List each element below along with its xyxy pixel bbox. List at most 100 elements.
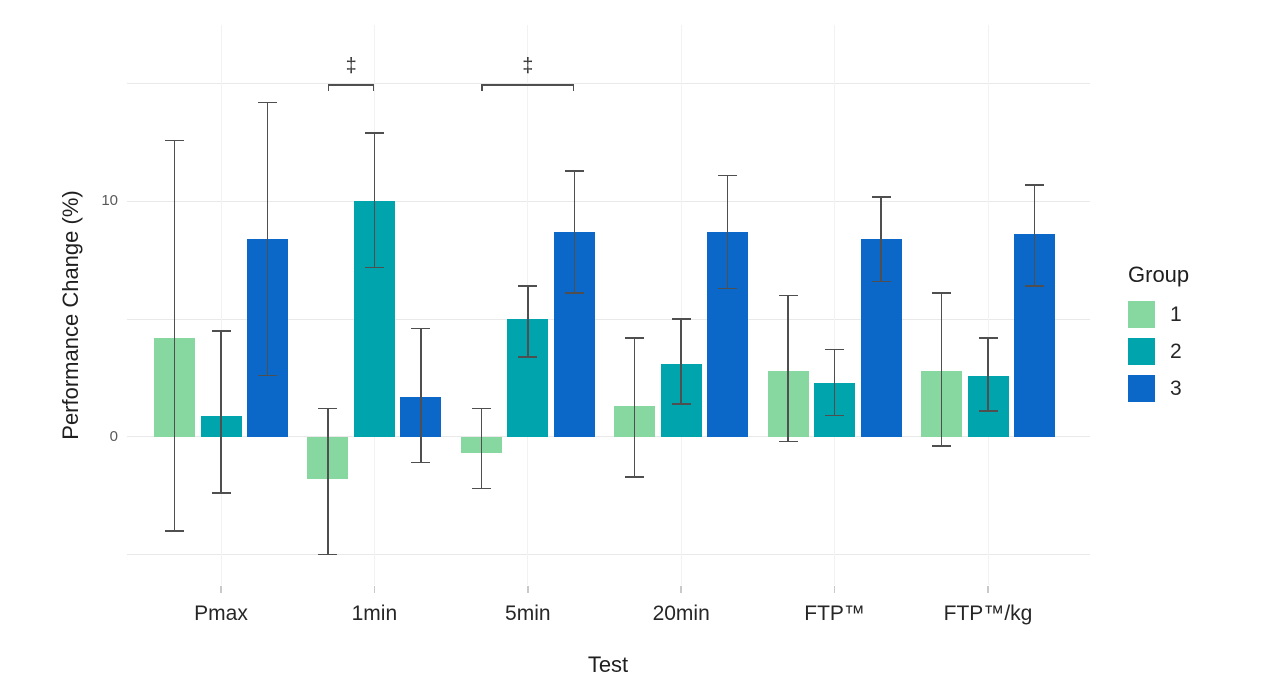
- error-bar-line-group2-cat5: [833, 349, 836, 416]
- error-bar-cap-top-group2-cat5: [825, 348, 845, 351]
- error-bar-cap-bottom-group3-cat1: [258, 374, 277, 377]
- error-bar-cap-bottom-group1-cat5: [778, 440, 798, 443]
- significance-bracket-2-left-end: [481, 84, 483, 91]
- error-bar-cap-bottom-group2-cat2: [364, 266, 384, 269]
- error-bar-cap-bottom-group1-cat1: [165, 530, 184, 532]
- x-tick-mark-5: [833, 586, 836, 593]
- legend-item-group-1: 1: [1128, 301, 1264, 328]
- error-bar-cap-top-group1-cat2: [318, 407, 338, 410]
- legend-item-label-group-2: 2: [1170, 339, 1182, 363]
- gridline-x-5: [834, 25, 836, 585]
- error-bar-cap-bottom-group3-cat5: [871, 280, 891, 283]
- error-bar-cap-bottom-group1-cat4: [625, 476, 645, 478]
- error-bar-line-group2-cat6: [987, 337, 989, 411]
- significance-label-2: ‡: [522, 55, 534, 77]
- error-bar-cap-bottom-group3-cat2: [411, 461, 431, 464]
- x-tick-mark-2: [373, 586, 376, 593]
- gridline-y-10: [127, 200, 1090, 202]
- legend-items: 1 2 3: [1128, 301, 1264, 402]
- gridline-y--5: [127, 553, 1090, 555]
- error-bar-cap-bottom-group2-cat1: [211, 492, 231, 494]
- error-bar-line-group3-cat3: [573, 170, 576, 294]
- error-bar-cap-top-group3-cat1: [258, 101, 277, 104]
- error-bar-cap-bottom-group3-cat4: [718, 287, 738, 290]
- gridline-y-0: [127, 436, 1090, 438]
- gridline-x-1: [220, 25, 222, 585]
- error-bar-line-group1-cat5: [787, 295, 789, 442]
- x-tick-mark-6: [987, 586, 989, 593]
- error-bar-cap-bottom-group1-cat3: [471, 487, 491, 490]
- error-bar-line-group2-cat2: [373, 133, 376, 268]
- significance-bracket-2-right-end: [572, 84, 575, 91]
- error-bar-cap-top-group2-cat3: [518, 285, 538, 287]
- error-bar-cap-top-group2-cat6: [978, 337, 998, 339]
- error-bar-cap-top-group2-cat2: [364, 132, 384, 134]
- gridline-y-15: [127, 83, 1090, 85]
- legend-item-label-group-1: 1: [1170, 302, 1182, 326]
- y-tick-label-10: 10: [101, 192, 118, 210]
- error-bar-line-group3-cat5: [880, 196, 882, 282]
- legend-title: Group: [1128, 262, 1190, 287]
- error-bar-line-group3-cat1: [266, 102, 269, 376]
- legend-item-group-3: 3: [1128, 375, 1264, 402]
- x-axis-title: Test: [587, 652, 629, 677]
- x-tick-label-2: 1min: [351, 602, 398, 625]
- error-bar-cap-top-group1-cat4: [625, 337, 645, 339]
- legend-swatch-group-1: [1128, 301, 1155, 328]
- legend-swatch-group-2: [1128, 338, 1155, 365]
- significance-bracket-1-left-end: [327, 84, 330, 91]
- error-bar-line-group1-cat2: [327, 408, 329, 555]
- y-tick-label-0: 0: [109, 427, 118, 445]
- error-bar-line-group3-cat4: [726, 175, 729, 289]
- legend-item-label-group-3: 3: [1170, 376, 1182, 400]
- error-bar-line-group1-cat4: [633, 337, 636, 477]
- error-bar-cap-top-group3-cat4: [718, 174, 738, 177]
- error-bar-cap-top-group2-cat1: [211, 330, 231, 332]
- gridline-x-6: [987, 25, 989, 585]
- gridline-y-5: [127, 318, 1090, 320]
- error-bar-cap-top-group3-cat2: [411, 327, 431, 330]
- gridline-x-4: [680, 25, 682, 585]
- x-tick-mark-3: [527, 586, 529, 593]
- error-bar-cap-bottom-group2-cat4: [671, 403, 691, 405]
- error-bar-cap-top-group2-cat4: [671, 318, 691, 320]
- error-bar-line-group1-cat1: [173, 140, 176, 531]
- error-bar-cap-top-group1-cat3: [471, 407, 491, 410]
- error-bar-cap-bottom-group3-cat6: [1025, 285, 1044, 287]
- error-bar-cap-bottom-group1-cat6: [932, 445, 951, 447]
- significance-label-1: ‡: [345, 55, 357, 77]
- significance-bracket-1-top: [327, 84, 375, 86]
- x-tick-label-6: FTP™/kg: [943, 602, 1033, 625]
- error-bar-cap-bottom-group2-cat6: [978, 410, 998, 412]
- error-bar-cap-top-group3-cat5: [871, 196, 891, 198]
- error-bar-line-group2-cat3: [527, 286, 529, 357]
- x-tick-label-1: Pmax: [194, 602, 248, 625]
- x-tick-label-5: FTP™: [804, 602, 865, 625]
- x-tick-mark-4: [680, 586, 682, 593]
- error-bar-line-group1-cat6: [940, 293, 943, 447]
- legend: Group 1 2 3: [1128, 262, 1264, 412]
- error-bar-line-group3-cat2: [420, 328, 422, 463]
- error-bar-cap-top-group1-cat1: [165, 139, 184, 142]
- error-bar-line-group2-cat4: [680, 319, 682, 404]
- error-bar-cap-top-group3-cat6: [1025, 184, 1044, 186]
- legend-swatch-group-3: [1128, 375, 1155, 402]
- x-tick-mark-1: [220, 586, 222, 593]
- error-bar-line-group1-cat3: [480, 408, 483, 489]
- error-bar-cap-top-group3-cat3: [564, 170, 584, 172]
- error-bar-cap-bottom-group2-cat3: [518, 356, 538, 358]
- error-bar-cap-bottom-group2-cat5: [825, 414, 845, 417]
- error-bar-cap-bottom-group3-cat3: [564, 292, 584, 294]
- legend-item-group-2: 2: [1128, 338, 1264, 365]
- significance-bracket-2-top: [481, 84, 575, 86]
- x-tick-label-4: 20min: [652, 602, 710, 625]
- error-bar-cap-top-group1-cat6: [932, 292, 951, 294]
- x-tick-label-3: 5min: [505, 602, 551, 625]
- error-bar-cap-bottom-group1-cat2: [318, 553, 338, 556]
- error-bar-line-group3-cat6: [1033, 185, 1036, 287]
- error-bar-line-group2-cat1: [220, 330, 222, 494]
- error-bar-cap-top-group1-cat5: [778, 294, 798, 297]
- significance-bracket-1-right-end: [372, 84, 375, 91]
